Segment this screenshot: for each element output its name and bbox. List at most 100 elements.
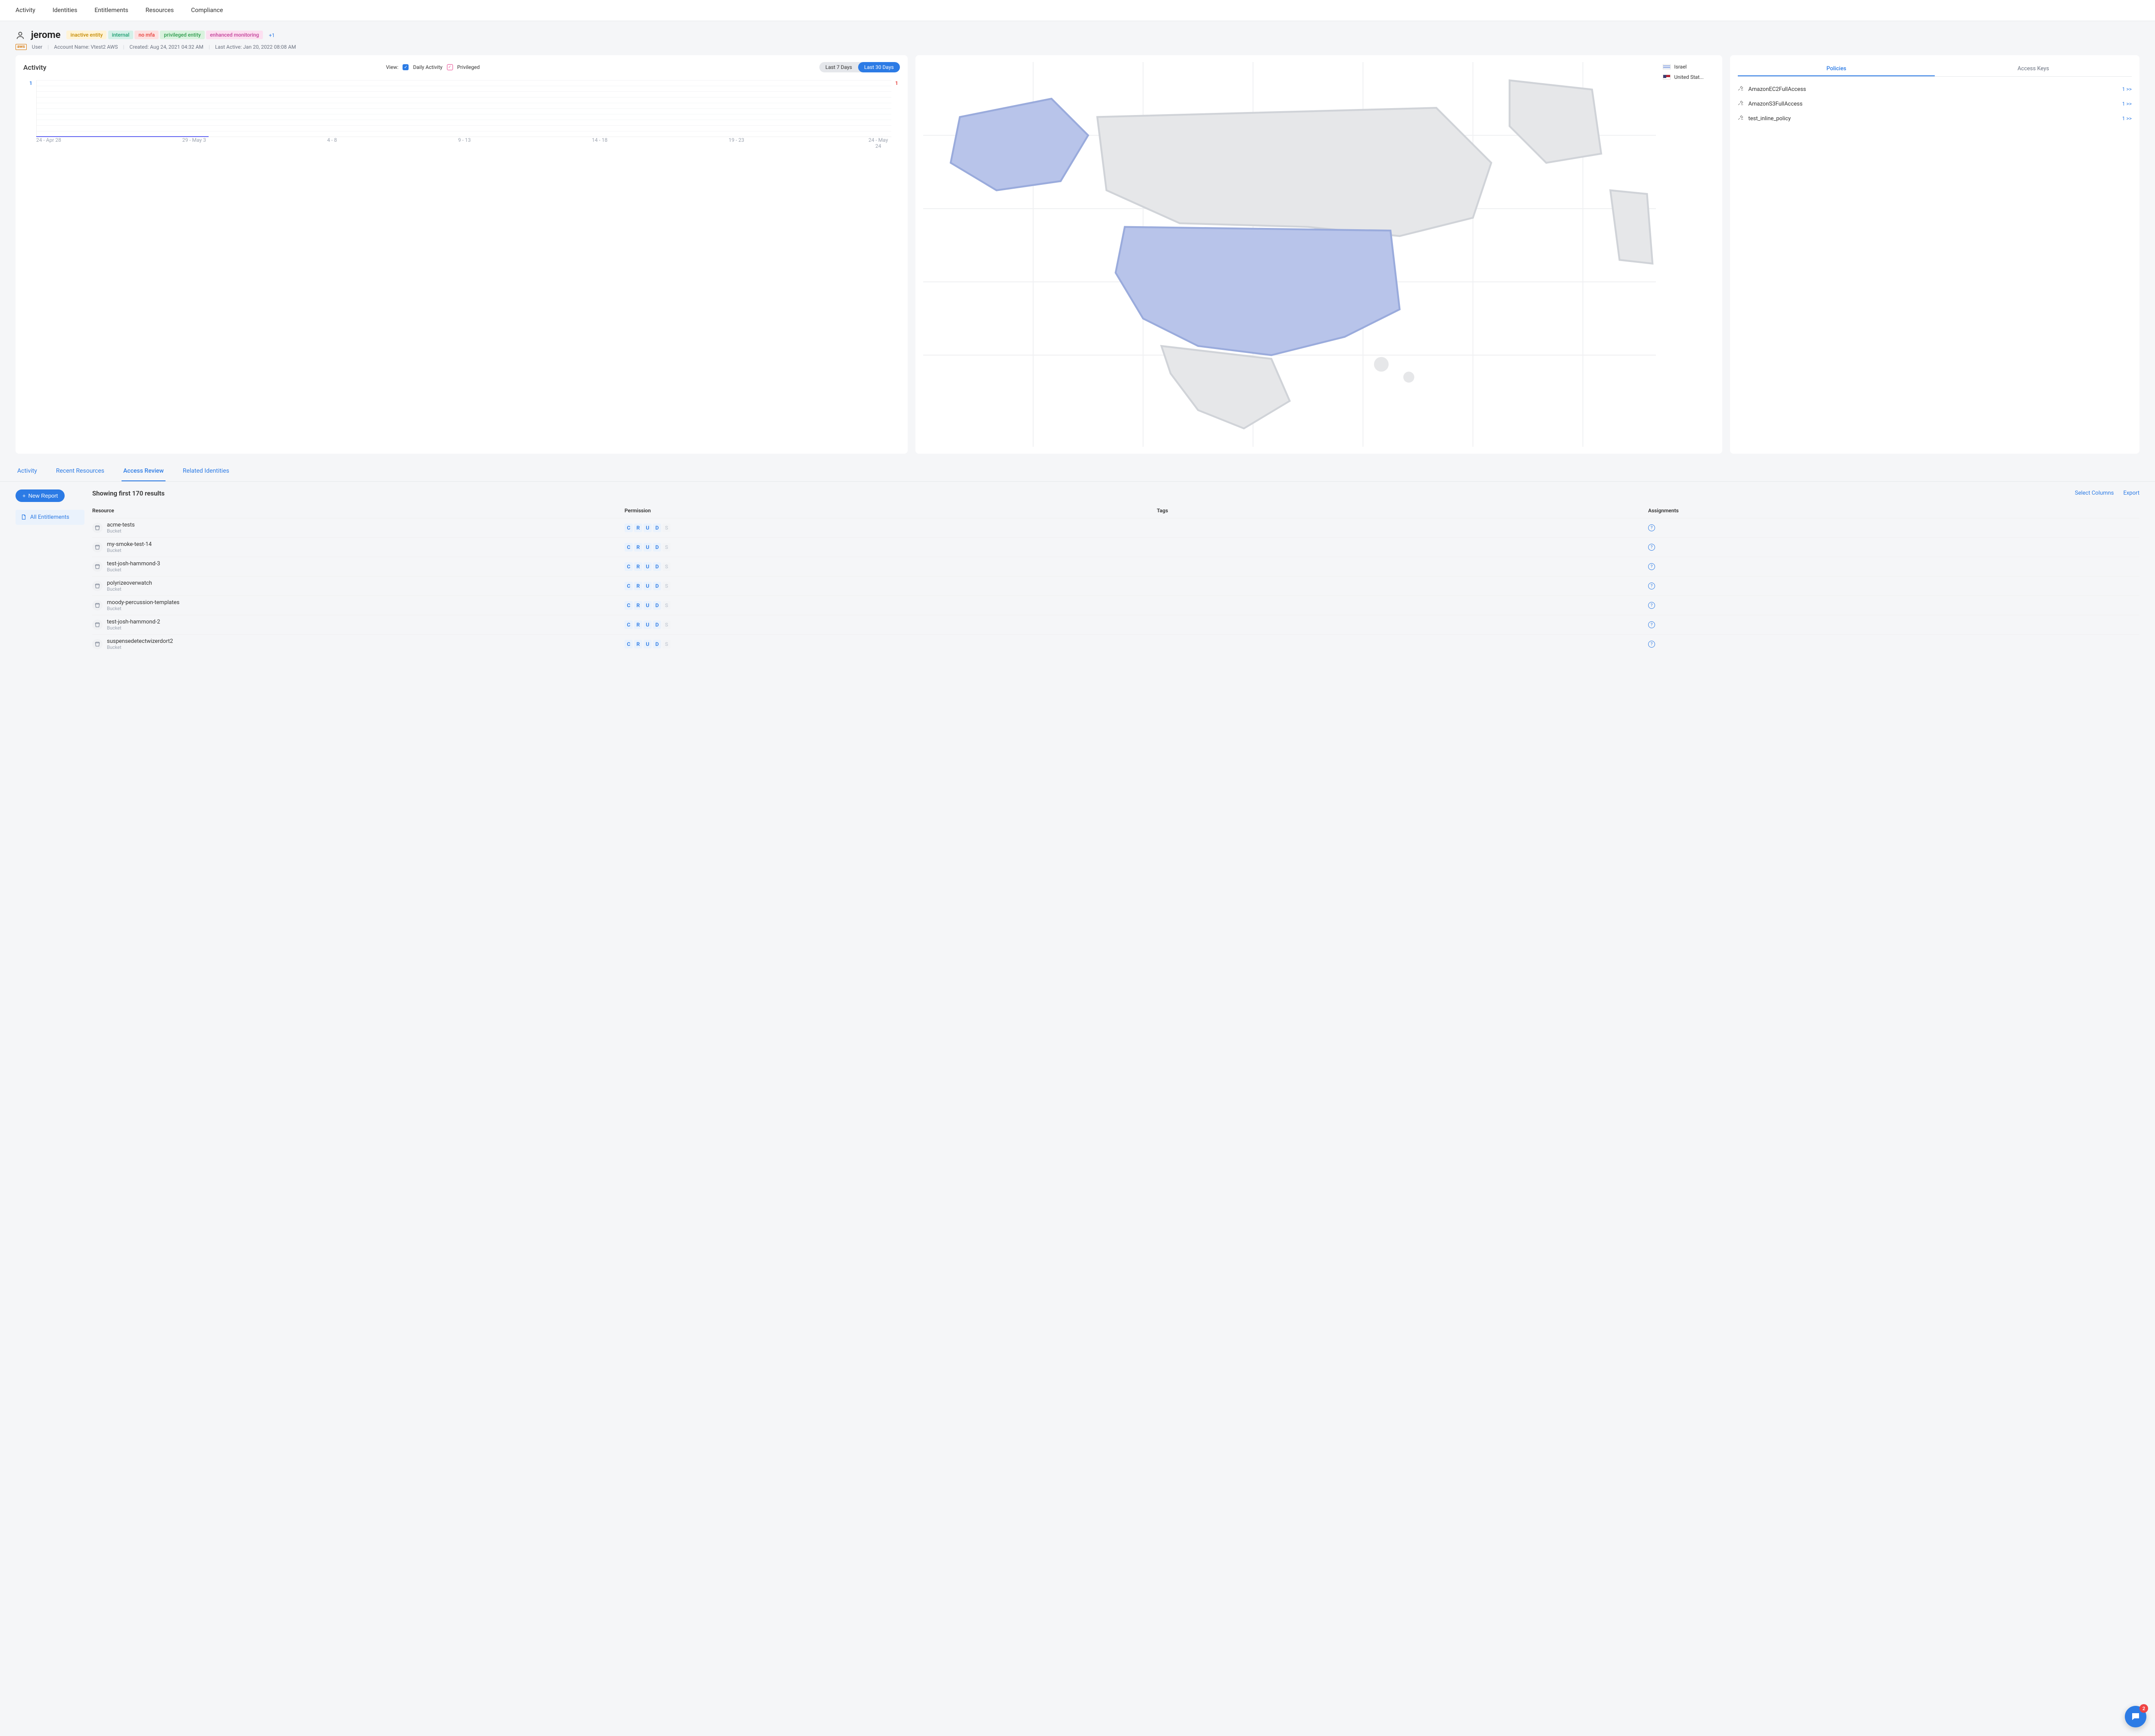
- time-range-toggle: Last 7 Days Last 30 Days: [819, 62, 900, 72]
- status-badge: privileged entity: [160, 31, 205, 39]
- map-legend: Israel United Stat...: [1663, 62, 1715, 447]
- results-count-title: Showing first 170 results: [92, 489, 165, 497]
- x-tick-label: 24 - Apr 28: [36, 137, 61, 149]
- help-icon[interactable]: ?: [1648, 563, 1655, 570]
- assignments-cell: ?: [1648, 524, 2139, 532]
- table-row[interactable]: test-josh-hammond-2BucketCRUDS?: [92, 615, 2139, 634]
- tab-access-review[interactable]: Access Review: [122, 461, 166, 481]
- policies-tab[interactable]: Policies: [1738, 62, 1935, 76]
- chat-button[interactable]: 2: [2125, 1706, 2146, 1727]
- table-row[interactable]: acme-testsBucketCRUDS?: [92, 518, 2139, 537]
- tab-recent-resources[interactable]: Recent Resources: [54, 461, 106, 481]
- policies-list: AmazonEC2FullAccess1 >>AmazonS3FullAcces…: [1738, 82, 2132, 126]
- perm-badge-c: C: [625, 543, 633, 552]
- x-tick-label: 19 - 23: [728, 137, 744, 149]
- help-icon[interactable]: ?: [1648, 602, 1655, 609]
- access-keys-tab[interactable]: Access Keys: [1935, 62, 2132, 76]
- permission-badges: CRUDS: [625, 524, 1157, 532]
- account-name-label: Account Name: Vtest2 AWS: [54, 44, 118, 50]
- tab-activity[interactable]: Activity: [16, 461, 39, 481]
- policy-item[interactable]: AmazonS3FullAccess1 >>: [1738, 97, 2132, 111]
- policy-item[interactable]: test_inline_policy1 >>: [1738, 111, 2132, 126]
- export-link[interactable]: Export: [2123, 490, 2139, 496]
- bucket-icon: [92, 561, 103, 572]
- perm-badge-s: S: [662, 582, 671, 590]
- country-name: Israel: [1674, 64, 1687, 70]
- extra-badge-count[interactable]: +1: [269, 32, 275, 38]
- map-legend-item[interactable]: Israel: [1663, 64, 1715, 70]
- daily-activity-checkbox[interactable]: ✓: [403, 64, 409, 70]
- divider: |: [123, 44, 124, 50]
- status-badge: inactive entity: [66, 31, 106, 39]
- perm-badge-r: R: [634, 562, 642, 571]
- permission-badges: CRUDS: [625, 640, 1157, 648]
- resource-name: test-josh-hammond-3: [107, 561, 160, 567]
- help-icon[interactable]: ?: [1648, 583, 1655, 589]
- bucket-icon: [92, 620, 103, 630]
- range-7d[interactable]: Last 7 Days: [819, 62, 858, 72]
- nav-identities[interactable]: Identities: [53, 0, 77, 21]
- sidebar-item-all-entitlements[interactable]: All Entitlements: [16, 510, 84, 525]
- table-row[interactable]: my-smoke-test-14BucketCRUDS?: [92, 537, 2139, 557]
- perm-badge-r: R: [634, 620, 642, 629]
- nav-entitlements[interactable]: Entitlements: [94, 0, 128, 21]
- resource-type: Bucket: [107, 548, 152, 553]
- country-name: United Stat...: [1674, 74, 1703, 80]
- help-icon[interactable]: ?: [1648, 524, 1655, 531]
- gavel-icon: [1738, 85, 1744, 93]
- resource-type: Bucket: [107, 645, 173, 650]
- table-header: Resource Permission Tags Assignments: [92, 503, 2139, 518]
- geo-panel: Israel United Stat...: [915, 55, 1723, 454]
- permission-badges: CRUDS: [625, 562, 1157, 571]
- bucket-icon: [92, 581, 103, 591]
- daily-activity-label: Daily Activity: [413, 64, 442, 70]
- col-resource: Resource: [92, 508, 625, 514]
- perm-badge-s: S: [662, 620, 671, 629]
- help-icon[interactable]: ?: [1648, 544, 1655, 551]
- resource-type: Bucket: [107, 606, 179, 611]
- perm-badge-d: D: [653, 524, 661, 532]
- provider-badge: aws: [16, 44, 27, 50]
- help-icon[interactable]: ?: [1648, 621, 1655, 628]
- resource-name: test-josh-hammond-2: [107, 619, 160, 625]
- policy-count[interactable]: 1 >>: [2122, 101, 2132, 107]
- resource-name: moody-percussion-templates: [107, 599, 179, 606]
- table-row[interactable]: test-josh-hammond-3BucketCRUDS?: [92, 557, 2139, 576]
- nav-resources[interactable]: Resources: [146, 0, 174, 21]
- policy-item[interactable]: AmazonEC2FullAccess1 >>: [1738, 82, 2132, 97]
- range-30d[interactable]: Last 30 Days: [858, 62, 900, 72]
- status-badge: no mfa: [134, 31, 159, 39]
- policy-count[interactable]: 1 >>: [2122, 86, 2132, 92]
- bucket-icon: [92, 542, 103, 552]
- perm-badge-r: R: [634, 601, 642, 610]
- table-row[interactable]: moody-percussion-templatesBucketCRUDS?: [92, 595, 2139, 615]
- table-row[interactable]: suspensedetectwizerdort2BucketCRUDS?: [92, 634, 2139, 654]
- map-legend-item[interactable]: United Stat...: [1663, 74, 1715, 80]
- perm-badge-r: R: [634, 543, 642, 552]
- new-report-button[interactable]: + New Report: [16, 489, 65, 502]
- badge-list: inactive entity internal no mfa privileg…: [66, 32, 262, 38]
- nav-compliance[interactable]: Compliance: [191, 0, 223, 21]
- perm-badge-u: U: [643, 562, 652, 571]
- tab-related-identities[interactable]: Related Identities: [181, 461, 231, 481]
- perm-badge-u: U: [643, 524, 652, 532]
- x-tick-label: 29 - May 3: [182, 137, 206, 149]
- perm-badge-s: S: [662, 543, 671, 552]
- bucket-icon: [92, 523, 103, 533]
- perm-badge-s: S: [662, 524, 671, 532]
- privileged-checkbox[interactable]: [447, 64, 453, 70]
- table-row[interactable]: polyrizeoverwatchBucketCRUDS?: [92, 576, 2139, 595]
- world-map: [923, 62, 1656, 447]
- perm-badge-r: R: [634, 524, 642, 532]
- resource-type: Bucket: [107, 625, 160, 631]
- y-axis-left: 1: [29, 80, 32, 86]
- nav-activity[interactable]: Activity: [16, 0, 35, 21]
- help-icon[interactable]: ?: [1648, 641, 1655, 648]
- col-assignments: Assignments: [1648, 508, 2139, 514]
- assignments-cell: ?: [1648, 583, 2139, 590]
- policy-count[interactable]: 1 >>: [2122, 115, 2132, 122]
- perm-badge-d: D: [653, 582, 661, 590]
- select-columns-link[interactable]: Select Columns: [2075, 490, 2114, 496]
- resource-name: polyrizeoverwatch: [107, 580, 152, 586]
- flag-icon: [1663, 75, 1671, 80]
